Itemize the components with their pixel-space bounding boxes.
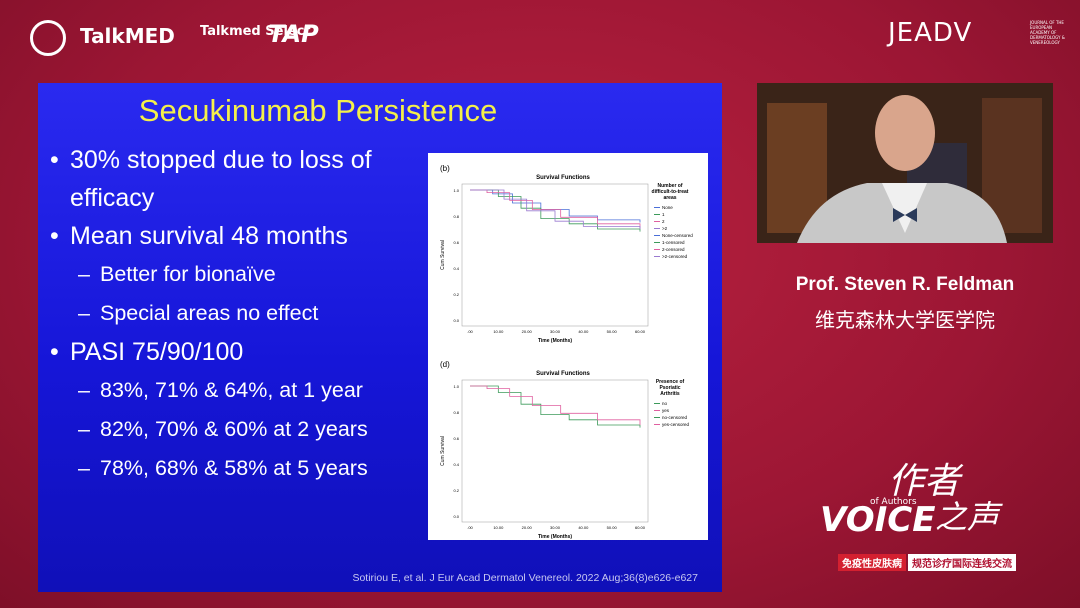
y-tick-label: 0.8 (453, 214, 459, 219)
y-tick-label: 0.4 (453, 266, 459, 271)
tap-logo: TAP (268, 20, 319, 48)
talkmed-select-logo: Talkmed Select (200, 24, 311, 39)
y-axis-label: Cum Survival (440, 436, 446, 466)
sub-bullet: Better for bionaïve (70, 255, 430, 294)
sub-bullet: Special areas no effect (70, 294, 430, 333)
survival-plots: (b) Survival Functions 0.0 0.2 0.4 0.6 0.8 1.0.… (440, 164, 693, 540)
survival-curve (470, 385, 641, 428)
plot-area (461, 379, 649, 523)
x-tick-label: 30.00 (550, 329, 561, 334)
panel-label: (d) (440, 360, 450, 369)
legend-title: Number of difficult-to-treat areas (652, 183, 689, 201)
y-axis-label: Cum Survival (440, 240, 446, 270)
jeadv-logo: JEADV (888, 18, 973, 48)
panel-title: Survival Functions (536, 175, 590, 181)
tagline-1: 免疫性皮肤病 (838, 554, 906, 571)
bullet-text: 30% stopped due to loss of efficacy (70, 146, 372, 212)
legend-label: 1 (662, 212, 665, 217)
talkmed-logo: TalkMED (80, 24, 175, 48)
x-tick-label: 10.00 (493, 329, 504, 334)
brand-cn-2: 之声 (935, 498, 1000, 536)
sub-bullet-list: Better for bionaïveSpecial areas no effe… (70, 255, 430, 333)
y-tick-label: 1.0 (453, 384, 459, 389)
legend-label: no (662, 401, 668, 406)
sub-bullet: 82%, 70% & 60% at 2 years (70, 410, 430, 449)
slide-title: Secukinumab Persistence (138, 93, 498, 128)
video-frame (757, 83, 1053, 243)
y-tick-label: 0.0 (453, 318, 459, 323)
x-tick-label: .00 (467, 525, 473, 530)
y-tick-label: 0.4 (453, 462, 459, 467)
speaker-info: Prof. Steven R. Feldman 维克森林大学医学院 (757, 274, 1053, 333)
face (875, 95, 935, 171)
x-tick-label: 40.00 (578, 329, 589, 334)
survival-curve (470, 189, 641, 232)
legend-label: yes (662, 408, 670, 413)
bullet-text: Mean survival 48 months (70, 222, 348, 250)
legend-label: None (662, 205, 673, 210)
citation: Sotiriou E, et al. J Eur Acad Dermatol V… (352, 572, 698, 584)
x-tick-label: 50.00 (607, 329, 618, 334)
y-tick-label: 0.6 (453, 436, 459, 441)
bullet-text: PASI 75/90/100 (70, 338, 244, 366)
panel-title: Survival Functions (536, 371, 590, 377)
y-tick-label: 0.2 (453, 292, 459, 297)
bow-tie (893, 208, 917, 222)
x-tick-label: 40.00 (578, 525, 589, 530)
legend-label: no-censored (662, 415, 688, 420)
survival-curve (470, 189, 641, 229)
survival-curve (470, 385, 641, 425)
society-logo (30, 20, 66, 56)
legend-label: None-censored (662, 233, 693, 238)
bullet-list: 30% stopped due to loss of efficacyMean … (50, 141, 430, 488)
x-axis-label: Time (Months) (538, 534, 572, 540)
legend-label: yes-censored (662, 422, 690, 427)
legend-label: 2-censored (662, 247, 685, 252)
x-tick-label: 50.00 (607, 525, 618, 530)
jeadv-subtitle: JOURNAL OF THE EUROPEAN ACADEMY OF DERMA… (1030, 20, 1065, 45)
brand-voice: VOICE (820, 500, 936, 540)
legend-label: >2 (662, 226, 668, 231)
survival-curve (470, 189, 641, 229)
y-tick-label: 0.2 (453, 488, 459, 493)
speaker-affiliation: 维克森林大学医学院 (815, 308, 995, 332)
x-tick-label: 10.00 (493, 525, 504, 530)
bullet: PASI 75/90/100 83%, 71% & 64%, at 1 year8… (50, 333, 430, 488)
shirt (882, 183, 927, 233)
tagline-2: 规范诊疗国际连线交流 (908, 554, 1016, 571)
x-axis-label: Time (Months) (538, 338, 572, 344)
legend-label: >2-censored (662, 254, 688, 259)
y-tick-label: 0.8 (453, 410, 459, 415)
plot-panel: (b) Survival Functions 0.0 0.2 0.4 0.6 0.8 1.0.… (440, 164, 693, 344)
x-tick-label: 20.00 (522, 329, 533, 334)
brand-of-authors: of Authors (870, 497, 917, 507)
legend-title: Presence of Psoriatic Arthritis (656, 379, 685, 397)
legend-label: 2 (662, 219, 665, 224)
x-tick-label: 60.00 (635, 525, 646, 530)
x-tick-label: 20.00 (522, 525, 533, 530)
legend-label: 1-censored (662, 240, 685, 245)
x-tick-label: 60.00 (635, 329, 646, 334)
sub-bullet: 78%, 68% & 58% at 5 years (70, 449, 430, 488)
x-tick-label: 30.00 (550, 525, 561, 530)
y-tick-label: 1.0 (453, 188, 459, 193)
plot-panel: (d) Survival Functions 0.0 0.2 0.4 0.6 0.8 1.0.… (440, 360, 690, 540)
bullet: Mean survival 48 months Better for bionaï… (50, 217, 430, 333)
figure: (b) Survival Functions 0.0 0.2 0.4 0.6 0.8 1.0.… (428, 153, 708, 540)
speaker-video (757, 83, 1053, 243)
bullet: 30% stopped due to loss of efficacy (50, 141, 430, 217)
sub-bullet: 83%, 71% & 64%, at 1 year (70, 371, 430, 410)
panel-label: (b) (440, 164, 450, 173)
y-tick-label: 0.6 (453, 240, 459, 245)
sub-bullet-list: 83%, 71% & 64%, at 1 year82%, 70% & 60% … (70, 371, 430, 488)
plot-area (461, 183, 649, 327)
y-tick-label: 0.0 (453, 514, 459, 519)
speaker-name: Prof. Steven R. Feldman (795, 274, 1015, 295)
x-tick-label: .00 (467, 329, 473, 334)
brand-cn-1: 作者 (888, 461, 961, 502)
slide: Secukinumab Persistence 30% stopped due … (38, 83, 722, 592)
